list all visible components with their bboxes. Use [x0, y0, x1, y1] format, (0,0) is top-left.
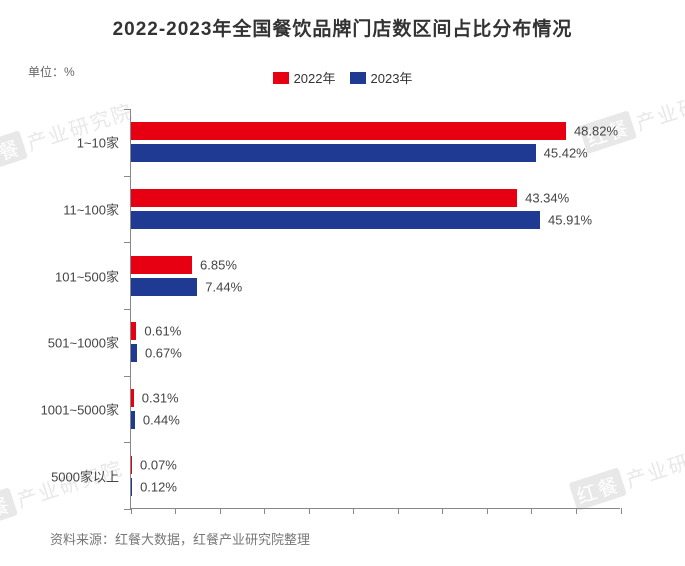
- bar-2022年: 0.61%: [131, 322, 136, 340]
- x-tick: [220, 508, 221, 514]
- bar-2022年: 6.85%: [131, 256, 192, 274]
- bar-value-label: 6.85%: [192, 257, 237, 272]
- x-tick: [621, 508, 622, 514]
- y-tick: [124, 509, 131, 510]
- bar-2023年: 0.12%: [131, 478, 132, 496]
- legend-swatch: [350, 72, 366, 84]
- y-tick: [124, 109, 131, 110]
- bar-2023年: 0.44%: [131, 411, 135, 429]
- y-tick: [124, 242, 131, 243]
- bar-2023年: 7.44%: [131, 278, 197, 296]
- x-tick: [175, 508, 176, 514]
- legend-item-2022: 2022年: [273, 68, 336, 87]
- bar-2022年: 43.34%: [131, 189, 517, 207]
- x-tick: [309, 508, 310, 514]
- y-axis-label: 1~10家: [77, 133, 119, 152]
- bar-value-label: 0.07%: [132, 457, 177, 472]
- legend-label: 2022年: [294, 68, 336, 87]
- x-tick: [398, 508, 399, 514]
- bar-value-label: 43.34%: [517, 191, 569, 206]
- bar-value-label: 0.31%: [134, 391, 179, 406]
- source-attribution: 资料来源：红餐大数据，红餐产业研究院整理: [50, 529, 310, 548]
- legend-item-2023: 2023年: [350, 68, 413, 87]
- y-axis-label: 101~500家: [55, 266, 119, 285]
- bar-2022年: 48.82%: [131, 122, 566, 140]
- y-axis-label: 11~100家: [63, 200, 119, 219]
- x-tick: [487, 508, 488, 514]
- y-tick: [124, 442, 131, 443]
- bar-value-label: 7.44%: [197, 279, 242, 294]
- bar-value-label: 48.82%: [566, 124, 618, 139]
- chart-title: 2022-2023年全国餐饮品牌门店数区间占比分布情况: [0, 0, 685, 41]
- y-axis-labels: 1~10家 11~100家 101~500家 501~1000家 1001~5000家 5…: [30, 109, 125, 509]
- plot-area: 48.82%45.42%43.34%45.91%6.85%7.44%0.61%0…: [130, 109, 620, 509]
- bar-value-label: 0.67%: [137, 346, 182, 361]
- y-tick: [124, 376, 131, 377]
- legend-label: 2023年: [371, 68, 413, 87]
- y-tick: [124, 309, 131, 310]
- bar-value-label: 45.42%: [536, 146, 588, 161]
- x-tick: [353, 508, 354, 514]
- chart-area: 1~10家 11~100家 101~500家 501~1000家 1001~5000家 5…: [30, 109, 660, 509]
- y-tick: [124, 176, 131, 177]
- bar-value-label: 0.61%: [136, 324, 181, 339]
- y-axis-label: 1001~5000家: [41, 400, 119, 419]
- bar-value-label: 0.44%: [135, 413, 180, 428]
- bar-2023年: 0.67%: [131, 344, 137, 362]
- x-tick: [531, 508, 532, 514]
- y-axis-label: 5000家以上: [51, 466, 119, 485]
- bar-2022年: 0.31%: [131, 389, 134, 407]
- bar-value-label: 0.12%: [132, 479, 177, 494]
- legend-swatch: [273, 72, 289, 84]
- bar-2023年: 45.42%: [131, 144, 536, 162]
- y-axis-label: 501~1000家: [48, 333, 119, 352]
- bar-2022年: 0.07%: [131, 456, 132, 474]
- x-tick: [442, 508, 443, 514]
- legend: 2022年 2023年: [0, 68, 685, 87]
- x-tick: [264, 508, 265, 514]
- x-tick: [576, 508, 577, 514]
- bar-value-label: 45.91%: [540, 213, 592, 228]
- bar-2023年: 45.91%: [131, 211, 540, 229]
